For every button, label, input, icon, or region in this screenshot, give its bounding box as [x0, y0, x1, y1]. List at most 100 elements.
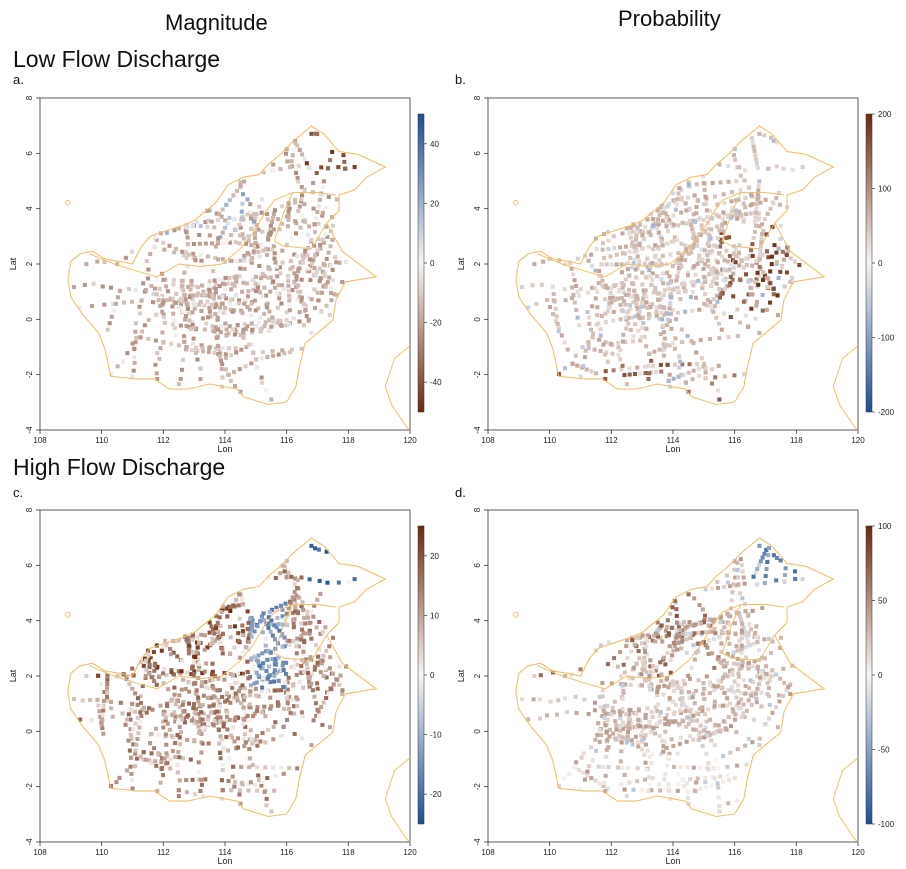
river-cell	[305, 666, 310, 671]
river-cell	[728, 724, 734, 729]
river-cell	[800, 165, 805, 170]
river-cell	[301, 323, 307, 328]
river-cell	[697, 216, 702, 221]
river-cell	[271, 765, 276, 770]
river-cell	[642, 334, 647, 339]
river-cell	[280, 663, 285, 668]
river-cell	[293, 200, 298, 205]
river-cell	[679, 646, 684, 651]
river-cell	[708, 680, 713, 685]
river-cell	[290, 697, 295, 702]
river-cell	[532, 262, 537, 267]
river-cell	[644, 344, 649, 349]
river-cell	[664, 712, 669, 717]
river-cell	[703, 587, 708, 592]
river-cell	[746, 613, 751, 618]
river-cell	[211, 694, 216, 699]
river-cell	[217, 704, 222, 709]
river-cell	[260, 675, 265, 680]
river-cell	[266, 615, 271, 620]
river-cell	[132, 354, 137, 360]
river-cell	[593, 268, 598, 273]
river-cell	[655, 208, 660, 213]
river-cell	[594, 371, 599, 376]
river-cell	[622, 251, 627, 256]
river-cell	[736, 582, 741, 587]
river-cell	[328, 158, 333, 163]
river-cell	[692, 193, 697, 198]
y-tick-label: 8	[473, 507, 482, 512]
river-cell	[160, 719, 165, 724]
river-cell	[604, 730, 609, 735]
river-cell	[781, 257, 786, 262]
river-cell	[138, 754, 143, 759]
river-cell	[130, 786, 135, 791]
river-cell	[712, 276, 717, 281]
river-cell	[704, 785, 709, 790]
river-cell	[205, 315, 211, 320]
river-cell	[315, 686, 320, 691]
river-cell	[715, 585, 720, 590]
river-cell	[778, 223, 784, 228]
colorbar-tick-label: -100	[878, 334, 895, 343]
river-cell	[223, 225, 228, 230]
river-cell	[643, 724, 648, 729]
river-cell	[306, 615, 311, 620]
river-cell	[294, 277, 299, 282]
river-cell	[130, 374, 135, 379]
river-cell	[197, 702, 202, 707]
river-cell	[603, 788, 608, 794]
river-cell	[695, 776, 700, 781]
river-cell	[272, 256, 277, 261]
river-cell	[626, 309, 631, 314]
river-cell	[734, 644, 739, 649]
river-cell	[778, 558, 783, 563]
river-cell	[161, 300, 166, 305]
river-cell	[612, 699, 617, 704]
river-cell	[626, 230, 632, 235]
river-cell	[301, 256, 306, 261]
river-cell	[111, 308, 116, 313]
river-cell	[186, 636, 191, 641]
river-cell	[209, 624, 214, 629]
river-cell	[264, 293, 269, 298]
river-cell	[238, 184, 243, 189]
river-cell	[246, 676, 251, 681]
river-cell	[670, 719, 675, 724]
river-cell	[720, 675, 726, 680]
river-cell	[690, 718, 695, 723]
river-cell	[748, 285, 753, 290]
river-cell	[715, 260, 720, 265]
river-cell	[603, 340, 608, 345]
column-header-magnitude: Magnitude	[165, 10, 268, 35]
river-cell	[669, 221, 674, 226]
river-cell	[141, 757, 146, 762]
river-cell	[721, 703, 726, 708]
river-cell	[657, 263, 662, 268]
river-cell	[129, 755, 134, 760]
river-cell	[603, 723, 608, 728]
river-cell	[675, 274, 680, 279]
river-cell	[249, 342, 254, 347]
river-cell	[154, 276, 159, 282]
river-cell	[236, 671, 241, 676]
river-cell	[619, 296, 625, 301]
river-cell	[202, 647, 207, 652]
river-cell	[134, 742, 139, 747]
river-cell	[761, 228, 766, 233]
river-cell	[635, 740, 640, 745]
river-cell	[649, 709, 654, 714]
river-cell	[237, 655, 242, 660]
river-cell	[713, 375, 718, 380]
river-cell	[129, 299, 135, 304]
river-cell	[180, 717, 185, 722]
river-cell	[151, 300, 156, 305]
river-cell	[292, 252, 297, 257]
river-cell	[286, 675, 291, 680]
river-cell	[256, 280, 261, 285]
river-cell	[245, 670, 250, 675]
river-cell	[138, 719, 143, 724]
river-cell	[173, 719, 178, 724]
river-cell	[556, 326, 561, 331]
river-cell	[82, 282, 87, 287]
